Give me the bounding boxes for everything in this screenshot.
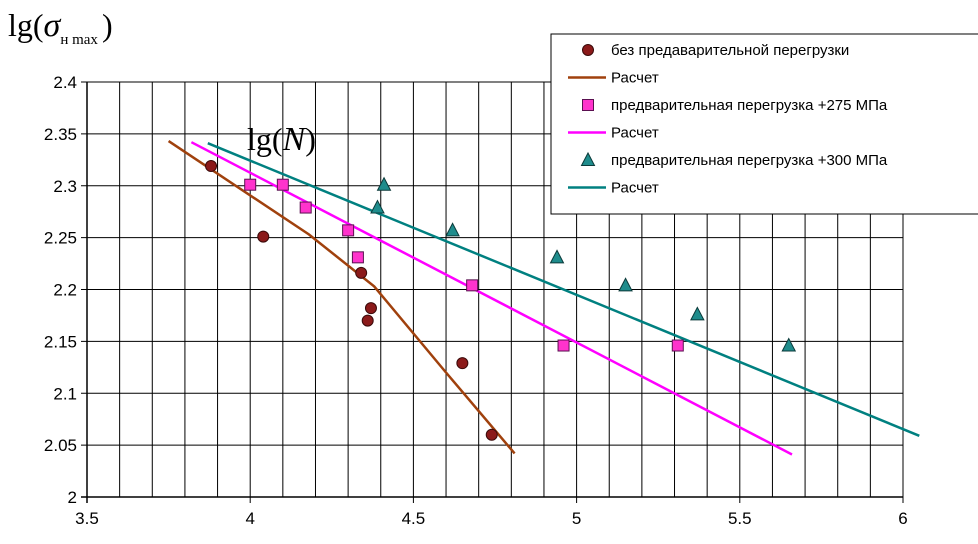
data-point-circle [364, 302, 377, 315]
y-tick-label: 2.2 [53, 281, 77, 300]
y-tick-label: 2 [68, 488, 77, 507]
legend-label: Расчет [611, 125, 659, 142]
y-tick-label: 2.25 [44, 229, 77, 248]
y-tick-label: 2.3 [53, 177, 77, 196]
y-tick-label: 2.1 [53, 384, 77, 403]
data-point-triangle [370, 199, 385, 214]
data-point-square [351, 251, 364, 264]
x-tick-label: 6 [898, 509, 907, 528]
legend-key-square [582, 99, 594, 111]
y-tick-label: 2.4 [53, 73, 77, 92]
y-tick-label: 2.05 [44, 436, 77, 455]
data-point-triangle [549, 249, 565, 264]
data-point-square [466, 279, 479, 292]
legend-label: предварительная перегрузка +300 МПа [611, 152, 888, 169]
legend-label: Расчет [611, 180, 659, 197]
data-point-triangle [690, 306, 705, 321]
legend-label: без предаварительной перегрузки [611, 42, 849, 59]
data-point-circle [456, 357, 469, 370]
x-tick-label: 5.5 [728, 509, 752, 528]
y-tick-label: 2.35 [44, 125, 77, 144]
data-point-circle [485, 428, 498, 441]
y-axis-title: lg(σн max) [8, 7, 113, 48]
series-line-5 [207, 142, 920, 437]
data-point-square [276, 178, 289, 191]
data-point-circle [205, 160, 218, 173]
legend: без предаварительной перегрузки Расчет пре… [550, 33, 978, 215]
data-point-triangle [445, 222, 460, 237]
series-line-3 [190, 141, 793, 456]
data-point-square [671, 339, 684, 352]
data-point-triangle [618, 277, 633, 292]
x-tick-label: 3.5 [75, 509, 99, 528]
plot-marks [167, 140, 920, 456]
legend-label: Расчет [611, 70, 659, 87]
legend-box [550, 33, 978, 215]
grid [86, 81, 904, 498]
data-point-triangle [376, 176, 392, 191]
x-tick-label: 4 [245, 509, 254, 528]
data-point-square [557, 339, 570, 352]
data-point-circle [257, 230, 270, 243]
data-point-circle [361, 314, 374, 327]
axes [81, 81, 904, 503]
legend-label: предварительная перегрузка +275 МПа [611, 97, 888, 114]
data-point-square [244, 178, 257, 191]
x-axis-title: lg(N) [247, 121, 316, 158]
x-tick-label: 5 [572, 509, 581, 528]
legend-key-triangle [580, 151, 596, 166]
x-tick-label: 4.5 [402, 509, 426, 528]
data-point-square [299, 201, 312, 214]
tick-labels: 3.5 4 4.5 5 5.5 6 2 2.05 2.1 2.15 2.2 2.25 2.3 2.35 2.… [44, 73, 908, 528]
data-point-triangle [781, 337, 797, 352]
data-point-circle [355, 266, 368, 279]
series-line-1 [167, 140, 516, 455]
y-tick-label: 2.15 [44, 332, 77, 351]
legend-key-circle [582, 44, 594, 56]
data-point-square [342, 224, 355, 237]
